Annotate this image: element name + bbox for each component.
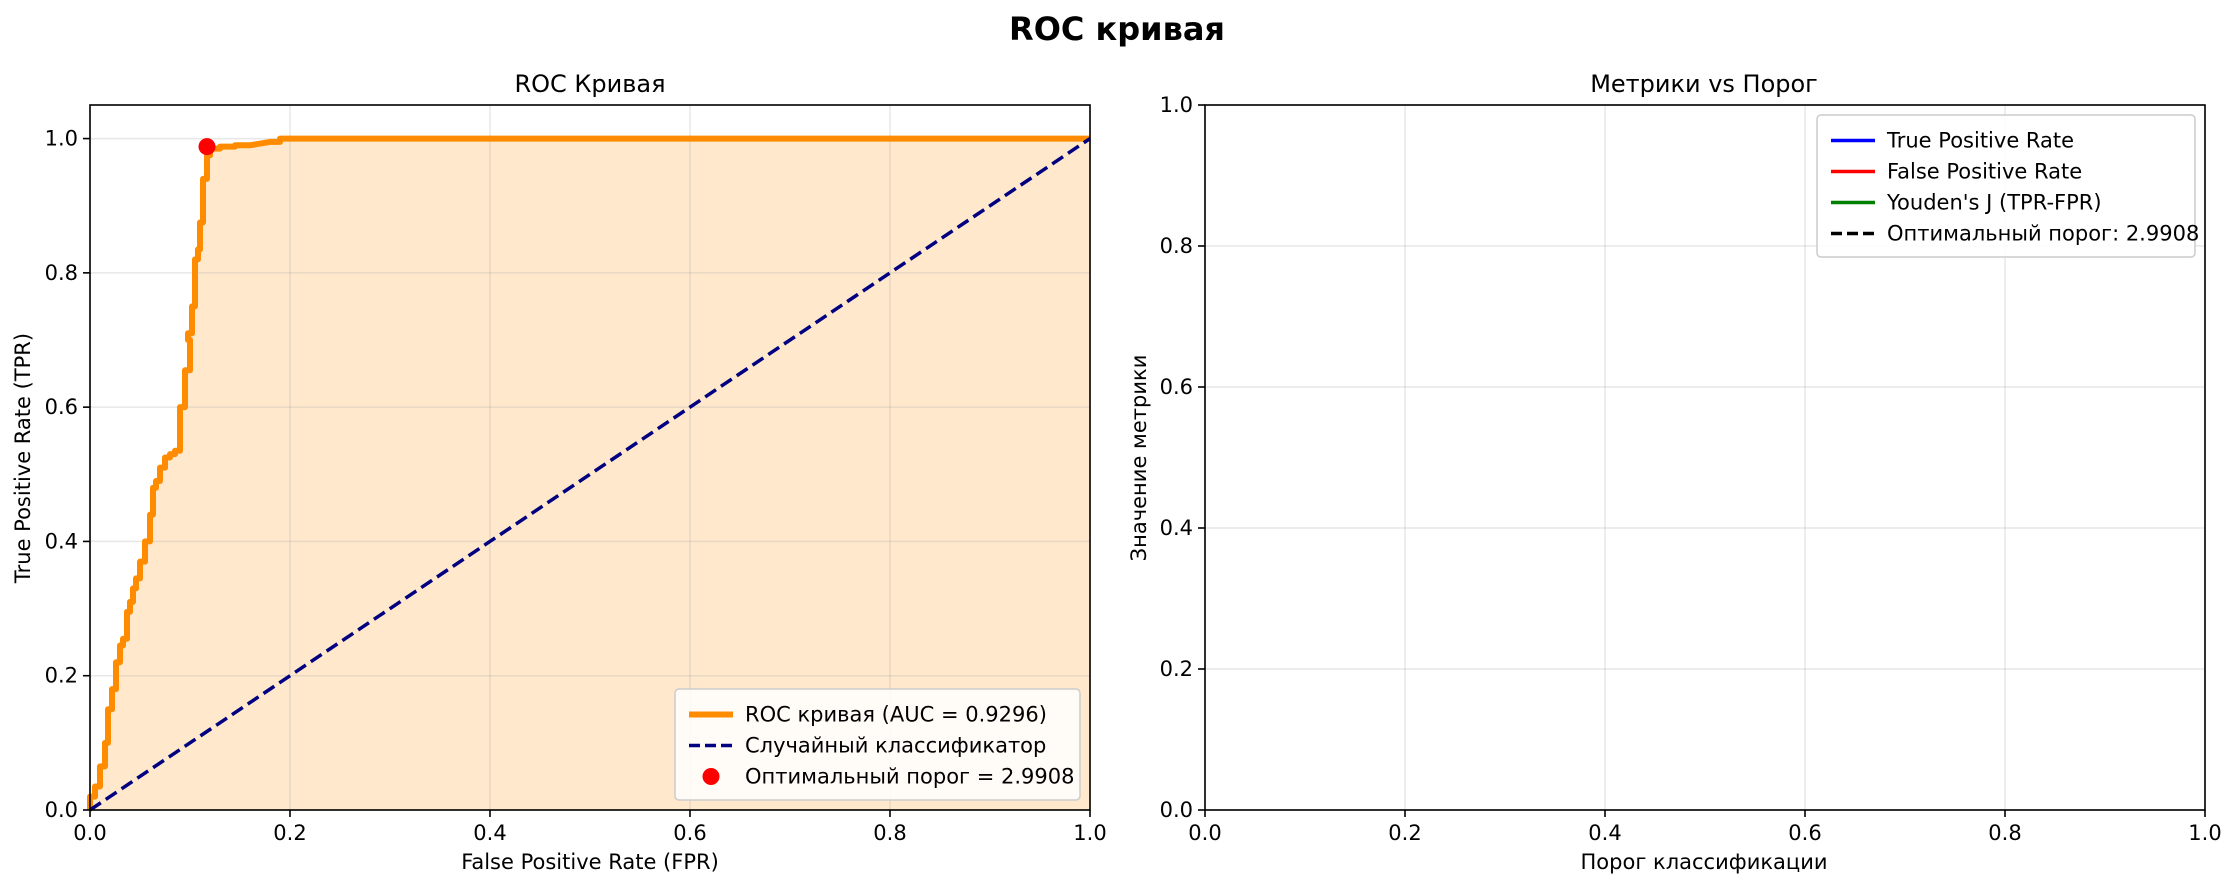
roc-xtick-label-2: 0.4 bbox=[473, 821, 506, 845]
metrics-chart-xlabel: Порог классификации bbox=[1581, 850, 1828, 874]
metrics-ytick-label-2: 0.4 bbox=[1160, 516, 1193, 540]
roc-plot-area bbox=[87, 105, 1091, 812]
roc-series-2-point-0 bbox=[198, 138, 216, 156]
roc-legend-label-2: Оптимальный порог = 2.9908 bbox=[745, 765, 1075, 789]
metrics-legend: True Positive Rate False Positive Rate You… bbox=[1816, 114, 2199, 258]
metrics-legend-label-3: Оптимальный порог: 2.9908 bbox=[1887, 222, 2199, 246]
roc-ytick-label-3: 0.6 bbox=[45, 395, 78, 419]
metrics-chart-ylabel: Значение метрики bbox=[1127, 355, 1151, 562]
roc-series-1-line bbox=[89, 137, 1091, 812]
metrics-chart: Метрики vs Порог Порог классификации Зна… bbox=[1127, 70, 2222, 874]
metrics-xtick-label-1: 0.2 bbox=[1388, 821, 1421, 845]
metrics-ytick-label-5: 1.0 bbox=[1160, 93, 1193, 117]
roc-chart: ROC Кривая False Positive Rate (FPR) Tru… bbox=[11, 70, 1107, 874]
metrics-axes-frame bbox=[1204, 104, 2206, 811]
metrics-ytick-label-4: 0.8 bbox=[1160, 234, 1193, 258]
metrics-ytick-label-0: 0.0 bbox=[1160, 798, 1193, 822]
roc-xtick-label-3: 0.6 bbox=[673, 821, 706, 845]
metrics-legend-label-2: Youden's J (TPR-FPR) bbox=[1886, 191, 2102, 215]
roc-xtick-label-1: 0.2 bbox=[273, 821, 306, 845]
roc-chart-title: ROC Кривая bbox=[514, 70, 665, 98]
roc-legend-swatch-2 bbox=[702, 768, 720, 785]
metrics-xtick-label-2: 0.4 bbox=[1588, 821, 1621, 845]
roc-ytick-label-4: 0.8 bbox=[45, 261, 78, 285]
metrics-legend-box bbox=[1816, 114, 2196, 258]
metrics-ytick-label-3: 0.6 bbox=[1160, 375, 1193, 399]
metrics-legend-label-0: True Positive Rate bbox=[1886, 129, 2074, 153]
metrics-xtick-label-4: 0.8 bbox=[1988, 821, 2021, 845]
metrics-chart-title: Метрики vs Порог bbox=[1590, 70, 1818, 98]
roc-ytick-label-1: 0.2 bbox=[45, 664, 78, 688]
roc-legend: ROC кривая (AUC = 0.9296) Случайный класс… bbox=[674, 688, 1081, 801]
figure-title: ROC кривая bbox=[1009, 10, 1225, 48]
metrics-ytick-label-1: 0.2 bbox=[1160, 657, 1193, 681]
roc-legend-label-0: ROC кривая (AUC = 0.9296) bbox=[745, 703, 1047, 727]
roc-ytick-label-0: 0.0 bbox=[45, 798, 78, 822]
roc-ytick-label-5: 1.0 bbox=[45, 127, 78, 151]
roc-xtick-label-4: 0.8 bbox=[873, 821, 906, 845]
roc-chart-xlabel: False Positive Rate (FPR) bbox=[461, 850, 719, 874]
roc-legend-box bbox=[674, 688, 1081, 801]
metrics-legend-label-1: False Positive Rate bbox=[1887, 160, 2082, 184]
roc-xtick-label-0: 0.0 bbox=[73, 821, 106, 845]
roc-xtick-label-5: 1.0 bbox=[1073, 821, 1106, 845]
roc-chart-ylabel: True Positive Rate (TPR) bbox=[11, 333, 35, 584]
roc-axes-frame bbox=[89, 104, 1091, 811]
roc-series-0-line bbox=[87, 135, 1090, 810]
metrics-xtick-label-0: 0.0 bbox=[1188, 821, 1221, 845]
roc-ytick-label-2: 0.4 bbox=[45, 529, 78, 553]
roc-legend-label-1: Случайный классификатор bbox=[745, 734, 1046, 758]
metrics-xtick-label-5: 1.0 bbox=[2188, 821, 2221, 845]
metrics-xtick-label-3: 0.6 bbox=[1788, 821, 1821, 845]
